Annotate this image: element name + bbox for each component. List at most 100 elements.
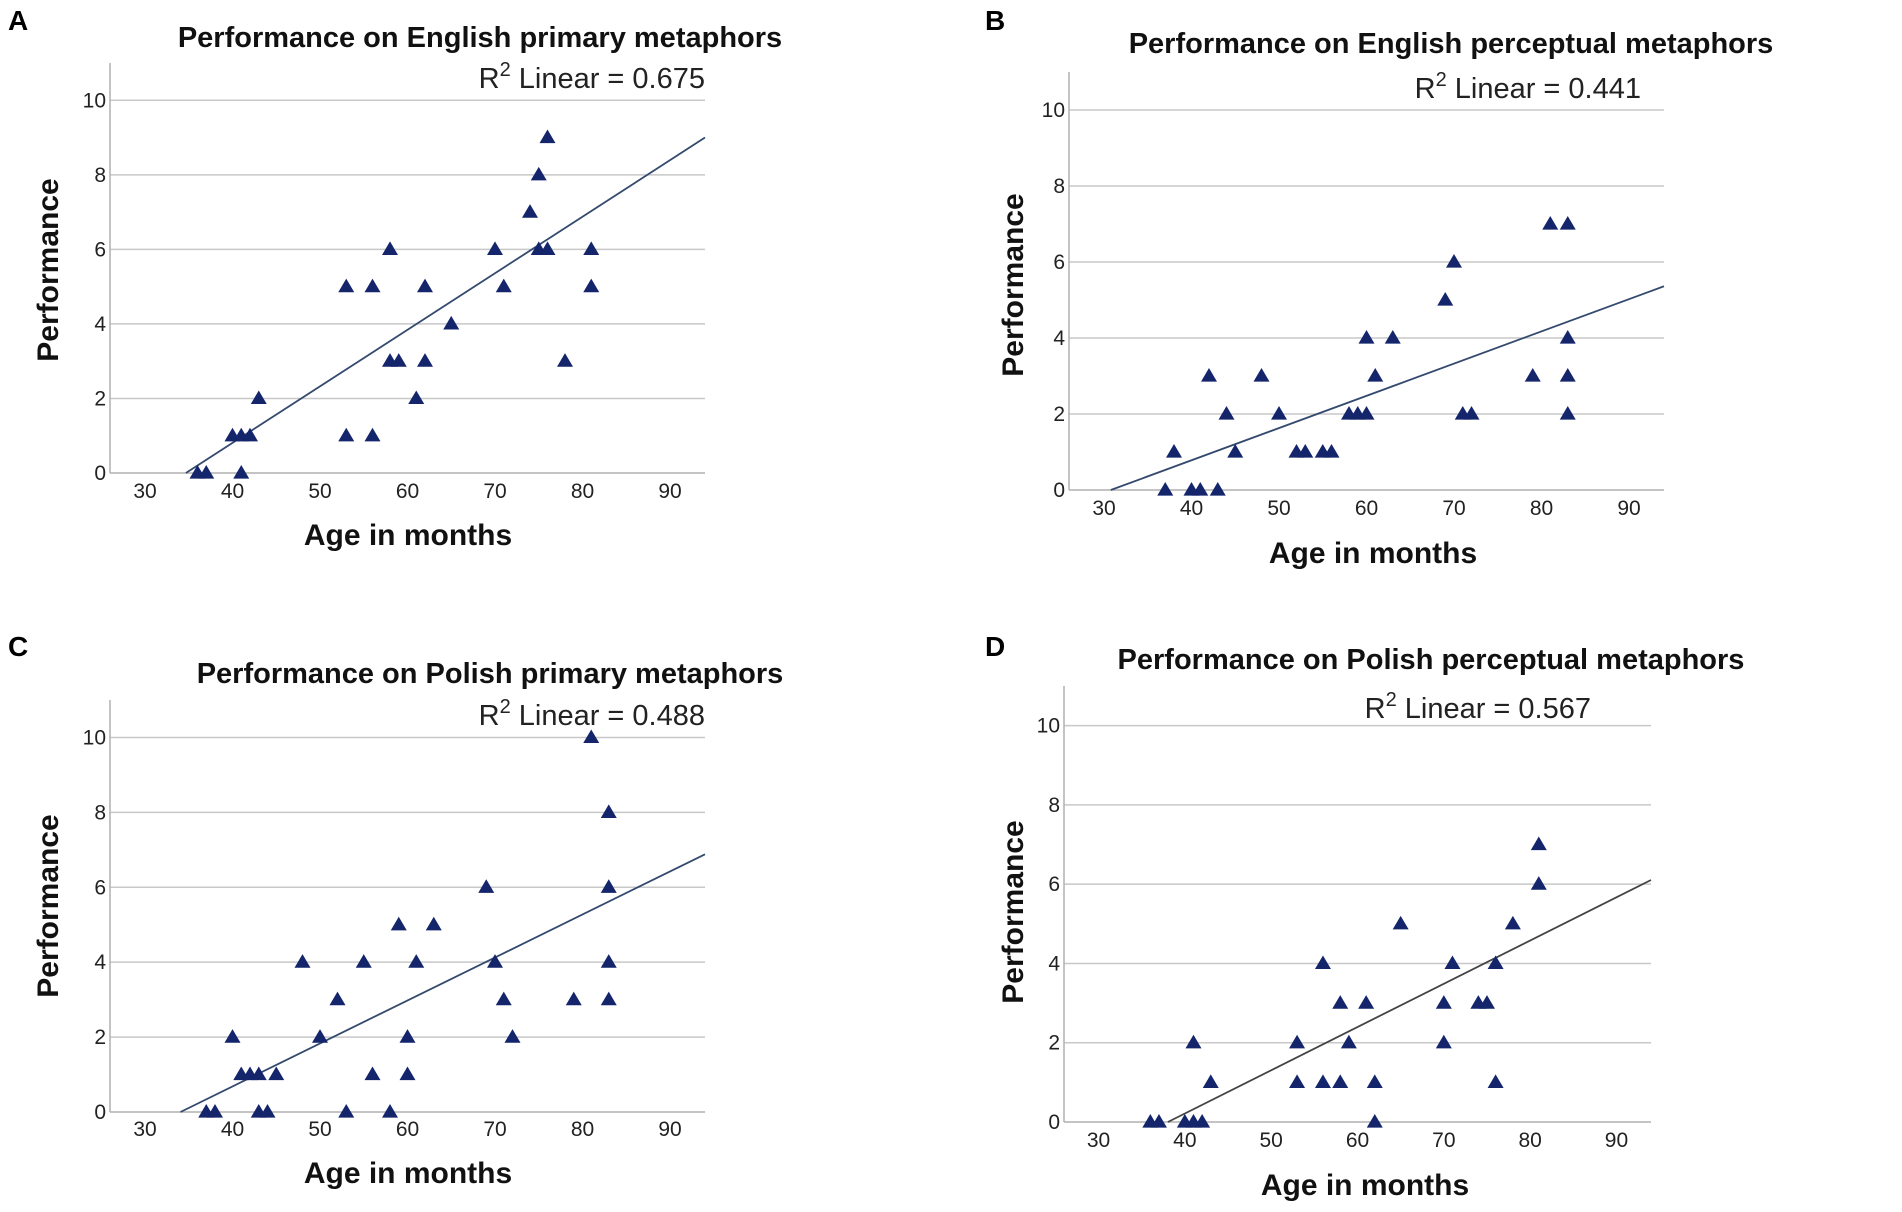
data-point bbox=[1201, 368, 1217, 382]
data-point bbox=[565, 991, 582, 1006]
fit-line bbox=[1167, 879, 1652, 1123]
data-point bbox=[390, 353, 407, 367]
data-point bbox=[600, 991, 617, 1006]
x-tick-label: 50 bbox=[308, 480, 331, 503]
y-tick-label: 6 bbox=[94, 876, 106, 899]
data-point bbox=[1437, 292, 1454, 306]
data-point bbox=[1192, 482, 1209, 496]
data-point bbox=[600, 879, 617, 893]
data-point bbox=[425, 916, 442, 931]
data-point bbox=[1358, 406, 1375, 420]
x-tick-label: 60 bbox=[396, 480, 419, 503]
data-point bbox=[478, 879, 495, 893]
panel-c: C Performance on Polish primary metaphors… bbox=[0, 606, 951, 1212]
panel-letter: A bbox=[8, 5, 28, 36]
data-point bbox=[1218, 406, 1235, 420]
data-point bbox=[1530, 876, 1547, 890]
panel-b: B Performance on English perceptual metap… bbox=[951, 0, 1902, 606]
x-tick-label: 40 bbox=[221, 1118, 244, 1141]
data-point bbox=[583, 729, 600, 744]
data-point bbox=[338, 427, 355, 442]
data-point bbox=[1487, 955, 1504, 970]
data-point bbox=[198, 465, 215, 479]
x-tick-label: 80 bbox=[1530, 497, 1553, 520]
y-tick-label: 8 bbox=[94, 801, 106, 824]
x-axis-label: Age in months bbox=[304, 1157, 512, 1190]
data-point bbox=[1392, 915, 1409, 930]
x-tick-label: 90 bbox=[1617, 497, 1640, 520]
x-tick-label: 40 bbox=[1180, 497, 1203, 520]
data-point bbox=[1504, 915, 1521, 930]
data-point bbox=[399, 1066, 416, 1081]
panel-letter: D bbox=[985, 631, 1005, 662]
data-point bbox=[1366, 1114, 1383, 1128]
y-tick-label: 2 bbox=[1053, 403, 1065, 426]
chart-svg: C Performance on Polish primary metaphors… bbox=[8, 631, 783, 1190]
data-point bbox=[1297, 444, 1314, 458]
y-tick-label: 10 bbox=[83, 726, 106, 749]
x-tick-label: 60 bbox=[396, 1118, 419, 1141]
data-point bbox=[294, 954, 311, 968]
chart-svg: D Performance on Polish perceptual metaph… bbox=[985, 631, 1745, 1202]
data-point bbox=[1384, 330, 1401, 344]
y-tick-label: 4 bbox=[1048, 952, 1060, 975]
x-tick-label: 90 bbox=[1605, 1129, 1628, 1152]
x-tick-label: 40 bbox=[221, 480, 244, 503]
data-point bbox=[364, 1066, 381, 1081]
data-point bbox=[382, 241, 398, 255]
data-point bbox=[600, 954, 617, 968]
data-point bbox=[417, 278, 433, 293]
x-axis-label: Age in months bbox=[1269, 537, 1477, 570]
data-point bbox=[338, 278, 355, 293]
y-tick-label: 2 bbox=[1048, 1032, 1060, 1055]
data-point bbox=[1366, 1074, 1383, 1088]
x-tick-label: 70 bbox=[1432, 1129, 1455, 1152]
y-tick-label: 8 bbox=[94, 164, 106, 187]
x-tick-label: 80 bbox=[571, 1118, 594, 1141]
x-tick-label: 80 bbox=[1518, 1129, 1541, 1152]
data-point bbox=[583, 278, 600, 293]
data-point bbox=[259, 1104, 276, 1118]
x-tick-label: 70 bbox=[483, 1118, 506, 1141]
data-point bbox=[1150, 1114, 1167, 1128]
y-tick-label: 2 bbox=[94, 1026, 106, 1049]
data-point bbox=[399, 1029, 416, 1043]
data-point bbox=[1314, 1074, 1331, 1088]
data-point bbox=[1253, 368, 1270, 382]
chart-title: Performance on Polish perceptual metapho… bbox=[1118, 644, 1745, 676]
x-tick-label: 80 bbox=[571, 480, 594, 503]
y-tick-label: 4 bbox=[94, 313, 106, 336]
data-point bbox=[1524, 368, 1541, 382]
panel-letter: B bbox=[985, 5, 1005, 36]
y-tick-label: 8 bbox=[1053, 175, 1065, 198]
data-point bbox=[1487, 1074, 1504, 1088]
data-point bbox=[250, 1066, 267, 1081]
data-point bbox=[312, 1029, 328, 1043]
x-tick-label: 90 bbox=[658, 1118, 681, 1141]
data-point bbox=[487, 241, 503, 255]
x-tick-label: 70 bbox=[1442, 497, 1465, 520]
y-tick-label: 6 bbox=[1053, 251, 1065, 274]
data-point bbox=[1194, 1114, 1211, 1128]
r2-annotation: R2 Linear = 0.675 bbox=[479, 59, 705, 95]
fit-line bbox=[1110, 285, 1665, 491]
y-tick-label: 4 bbox=[94, 951, 106, 974]
data-point bbox=[1530, 836, 1547, 851]
data-point bbox=[1435, 995, 1452, 1009]
data-point bbox=[1559, 330, 1576, 344]
y-tick-label: 0 bbox=[94, 462, 106, 485]
data-point bbox=[1332, 995, 1349, 1009]
y-tick-label: 2 bbox=[94, 387, 106, 410]
data-point bbox=[390, 916, 407, 931]
panel-d: D Performance on Polish perceptual metaph… bbox=[951, 606, 1902, 1212]
x-tick-label: 50 bbox=[1267, 497, 1290, 520]
chart-title: Performance on English primary metaphors bbox=[178, 22, 782, 54]
data-point bbox=[539, 241, 556, 255]
x-tick-label: 40 bbox=[1173, 1129, 1196, 1152]
x-tick-label: 50 bbox=[308, 1118, 331, 1141]
x-tick-label: 30 bbox=[1092, 497, 1115, 520]
data-point bbox=[1314, 955, 1331, 970]
y-axis-label: Performance bbox=[997, 193, 1030, 376]
data-point bbox=[1542, 216, 1559, 230]
x-axis-label: Age in months bbox=[1261, 1169, 1469, 1202]
